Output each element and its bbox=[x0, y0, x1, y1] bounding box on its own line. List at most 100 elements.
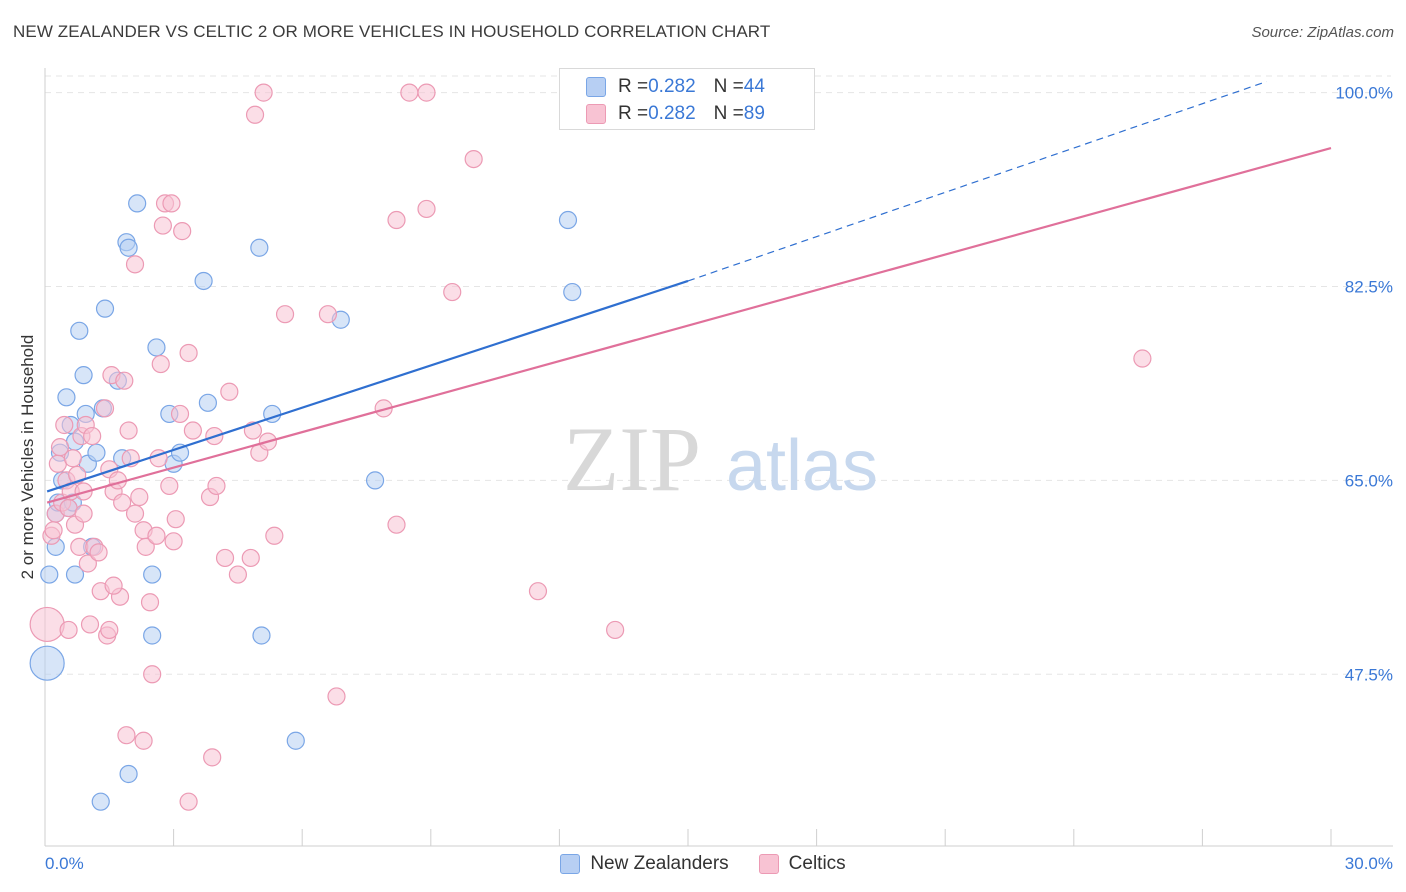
new-zealander-point bbox=[119, 238, 138, 257]
new-zealander-point bbox=[70, 321, 89, 340]
r-label: R = bbox=[618, 103, 649, 124]
stats-legend-row-new-zealanders: R = 0.282 N = 44 bbox=[586, 75, 765, 99]
legend-swatch-blue bbox=[560, 854, 581, 874]
celtic-point bbox=[241, 548, 260, 568]
chart-title: NEW ZEALANDER VS CELTIC 2 OR MORE VEHICL… bbox=[13, 22, 771, 41]
celtic-point bbox=[203, 748, 222, 767]
celtic-point bbox=[387, 515, 406, 534]
celtic-point bbox=[318, 305, 338, 324]
legend-swatch-pink bbox=[758, 854, 779, 874]
celtic-point bbox=[113, 493, 132, 512]
n-label: N = bbox=[713, 76, 744, 97]
celtic-point bbox=[104, 576, 123, 595]
celtic-point bbox=[1133, 349, 1152, 368]
y-tick-label: 65.0% bbox=[1345, 471, 1393, 490]
celtic-trendline bbox=[46, 146, 1332, 504]
new-zealander-trendline-extension bbox=[687, 80, 1267, 282]
new-zealander-point bbox=[119, 764, 138, 784]
celtic-point bbox=[207, 476, 226, 496]
new-zealander-point bbox=[252, 626, 271, 645]
new-zealander-point bbox=[143, 565, 162, 584]
new-zealander-point bbox=[286, 731, 305, 750]
celtic-point bbox=[59, 620, 78, 640]
celtic-point bbox=[164, 532, 183, 551]
celtic-point bbox=[417, 83, 436, 102]
n-value: 89 bbox=[743, 103, 765, 124]
watermark: ZIP atlas bbox=[563, 408, 878, 510]
axis-layer bbox=[44, 68, 1393, 847]
new-zealander-point bbox=[147, 338, 166, 357]
celtic-point bbox=[143, 665, 162, 684]
x-tick-label: 30.0% bbox=[1345, 854, 1393, 873]
stats-legend-row-celtics: R = 0.282 N = 89 bbox=[586, 102, 765, 126]
new-zealander-point bbox=[29, 645, 65, 681]
celtic-point bbox=[134, 731, 153, 750]
r-value: 0.282 bbox=[648, 76, 696, 97]
new-zealander-point bbox=[250, 238, 269, 257]
celtic-point bbox=[95, 399, 115, 418]
grid-layer bbox=[45, 75, 1391, 675]
legend-item-new-zealanders[interactable]: New Zealanders bbox=[560, 853, 729, 875]
celtic-point bbox=[443, 282, 462, 302]
celtic-point bbox=[464, 149, 483, 169]
new-zealander-point bbox=[143, 626, 162, 645]
legend-item-celtics[interactable]: Celtics bbox=[758, 853, 846, 875]
legend-label: New Zealanders bbox=[590, 853, 729, 874]
legend-swatch-pink bbox=[586, 104, 606, 124]
celtic-point bbox=[183, 421, 202, 440]
celtic-point bbox=[117, 726, 136, 745]
new-zealander-point bbox=[57, 388, 76, 407]
celtic-point bbox=[44, 521, 63, 540]
celtic-point bbox=[140, 593, 160, 612]
new-zealander-point bbox=[40, 565, 59, 584]
new-zealander-point bbox=[365, 471, 385, 490]
x-tick-label: 0.0% bbox=[45, 854, 84, 873]
celtic-point bbox=[400, 83, 419, 102]
celtic-point bbox=[173, 222, 192, 241]
celtic-point bbox=[125, 504, 145, 523]
celtic-point bbox=[29, 606, 65, 643]
points-layer bbox=[29, 83, 1152, 811]
tick-label-layer: 47.5% 65.0% 82.5% 100.0% 0.0% 30.0% bbox=[45, 84, 1393, 873]
watermark-atlas: atlas bbox=[726, 426, 878, 506]
chart-source: Source: ZipAtlas.com bbox=[1251, 24, 1394, 41]
celtic-point bbox=[215, 548, 235, 568]
celtic-point bbox=[151, 354, 170, 374]
celtic-point bbox=[55, 415, 74, 435]
n-label: N = bbox=[713, 103, 744, 124]
series-legend: New Zealanders Celtics bbox=[0, 852, 1406, 876]
celtic-point bbox=[83, 426, 102, 446]
legend-swatch-blue bbox=[586, 77, 606, 97]
new-zealander-point bbox=[91, 792, 110, 811]
celtic-point bbox=[153, 216, 172, 235]
celtic-point bbox=[115, 371, 134, 390]
celtic-point bbox=[63, 449, 82, 468]
new-zealander-point bbox=[65, 565, 85, 584]
new-zealander-point bbox=[87, 443, 106, 462]
celtic-point bbox=[387, 210, 406, 230]
celtic-point bbox=[228, 565, 247, 584]
celtic-point bbox=[327, 687, 346, 706]
new-zealander-point bbox=[74, 366, 93, 385]
celtic-point bbox=[254, 83, 273, 102]
celtic-point bbox=[606, 620, 625, 640]
celtic-point bbox=[166, 510, 185, 529]
new-zealander-point bbox=[198, 393, 217, 412]
new-zealander-point bbox=[194, 271, 213, 291]
celtic-point bbox=[130, 487, 149, 507]
celtic-point bbox=[125, 255, 145, 274]
new-zealander-point bbox=[563, 282, 582, 302]
new-zealander-point bbox=[558, 210, 578, 230]
celtic-point bbox=[74, 504, 93, 523]
legend-label: Celtics bbox=[788, 853, 846, 874]
celtic-point bbox=[162, 194, 181, 213]
celtic-point bbox=[147, 526, 166, 545]
celtic-point bbox=[245, 105, 265, 124]
celtic-point bbox=[220, 382, 239, 401]
watermark-zip: ZIP bbox=[563, 408, 701, 510]
y-tick-label: 82.5% bbox=[1345, 278, 1393, 297]
celtic-point bbox=[119, 421, 138, 440]
celtic-point bbox=[89, 543, 108, 562]
celtic-point bbox=[179, 792, 198, 811]
